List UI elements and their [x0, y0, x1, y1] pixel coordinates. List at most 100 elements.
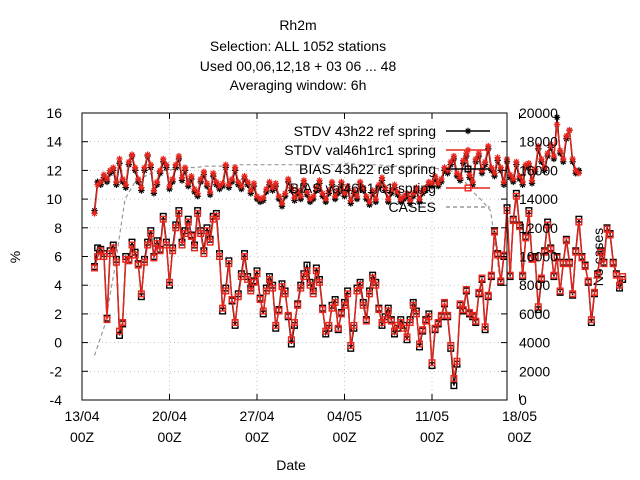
data-point	[178, 241, 186, 249]
data-point	[122, 181, 129, 188]
data-point	[97, 178, 104, 186]
data-point	[484, 291, 492, 299]
data-point	[266, 275, 274, 283]
data-point	[244, 178, 251, 186]
data-point	[544, 221, 552, 229]
data-point	[375, 181, 383, 188]
data-point	[347, 341, 355, 349]
data-point	[191, 185, 198, 193]
data-point	[516, 172, 523, 180]
series-4	[93, 162, 502, 356]
data-point	[247, 187, 254, 194]
data-point	[550, 152, 558, 160]
data-point	[291, 319, 299, 327]
data-point	[441, 164, 448, 171]
data-point	[385, 195, 392, 203]
data-point	[353, 193, 361, 200]
data-point	[278, 283, 286, 291]
data-point	[506, 171, 514, 178]
data-point	[260, 194, 267, 201]
data-point	[297, 284, 305, 292]
data-point	[110, 164, 117, 171]
x-tick-label-hour: 00Z	[332, 429, 357, 445]
data-point	[406, 319, 414, 327]
data-point	[240, 252, 248, 260]
data-point	[303, 267, 311, 275]
chart-subtitle-selection: Selection: ALL 1052 stations	[210, 38, 386, 54]
data-point	[306, 195, 314, 203]
data-point	[519, 271, 527, 279]
data-point	[175, 209, 183, 217]
data-point	[372, 195, 379, 203]
data-point	[469, 178, 476, 186]
data-point	[156, 247, 164, 255]
data-point	[575, 170, 583, 177]
data-point	[269, 284, 277, 292]
data-point	[525, 160, 533, 167]
data-point	[569, 155, 576, 163]
data-point	[425, 313, 433, 321]
data-point	[141, 164, 148, 171]
data-point	[453, 170, 461, 177]
x-tick-label-date: 20/04	[152, 408, 187, 424]
x-tick-label-hour: 00Z	[70, 429, 95, 445]
data-point	[222, 287, 230, 295]
data-point	[578, 254, 586, 262]
data-point	[575, 218, 583, 226]
data-point	[528, 177, 536, 184]
data-point	[425, 178, 433, 186]
y-axis-label: %	[7, 251, 23, 263]
data-point	[316, 177, 323, 184]
series-3	[90, 192, 627, 382]
data-point	[181, 164, 189, 171]
data-point	[153, 178, 161, 186]
data-point	[219, 180, 226, 187]
data-point	[256, 296, 264, 304]
x-tick-label-hour: 00Z	[157, 429, 182, 445]
series-1	[91, 121, 583, 217]
y-tick-label: 16	[46, 105, 62, 121]
y-tick-label: 6	[54, 249, 62, 265]
data-point	[350, 187, 358, 194]
data-point	[372, 281, 380, 289]
data-point	[553, 121, 561, 128]
y2-tick-label: 18000	[519, 134, 558, 150]
data-point	[119, 175, 126, 183]
data-point	[472, 155, 479, 163]
data-point	[287, 336, 295, 344]
data-point	[263, 185, 270, 193]
data-point	[516, 222, 524, 230]
data-point	[103, 175, 111, 183]
data-point	[464, 127, 472, 135]
data-point	[341, 301, 349, 309]
data-point	[140, 258, 148, 266]
data-point	[513, 158, 520, 165]
x-tick-label-hour: 00Z	[245, 429, 270, 445]
data-point	[103, 316, 111, 324]
data-point	[259, 307, 267, 315]
data-point	[285, 175, 292, 183]
data-point	[478, 274, 486, 282]
y-tick-label: 10	[46, 191, 62, 207]
x-axis-label: Date	[276, 457, 306, 473]
data-point	[538, 155, 545, 163]
data-point	[338, 178, 345, 186]
data-point	[397, 195, 404, 203]
data-point	[281, 290, 289, 298]
data-point	[463, 149, 470, 157]
data-point	[291, 194, 298, 201]
data-point	[412, 310, 420, 318]
data-point	[416, 340, 424, 348]
data-point	[100, 171, 108, 178]
data-point	[222, 161, 229, 168]
x-tick-label-date: 11/05	[415, 408, 449, 424]
chart-subtitle-used: Used 00,06,12,18 + 03 06 ... 48	[200, 58, 397, 74]
data-point	[284, 311, 292, 319]
data-point	[497, 164, 504, 171]
data-point	[356, 178, 364, 186]
data-point	[400, 324, 408, 332]
data-point	[106, 167, 114, 174]
data-point	[403, 333, 411, 341]
data-point	[178, 174, 186, 181]
legend-label: BIAS 43h22 ref spring	[299, 161, 436, 177]
